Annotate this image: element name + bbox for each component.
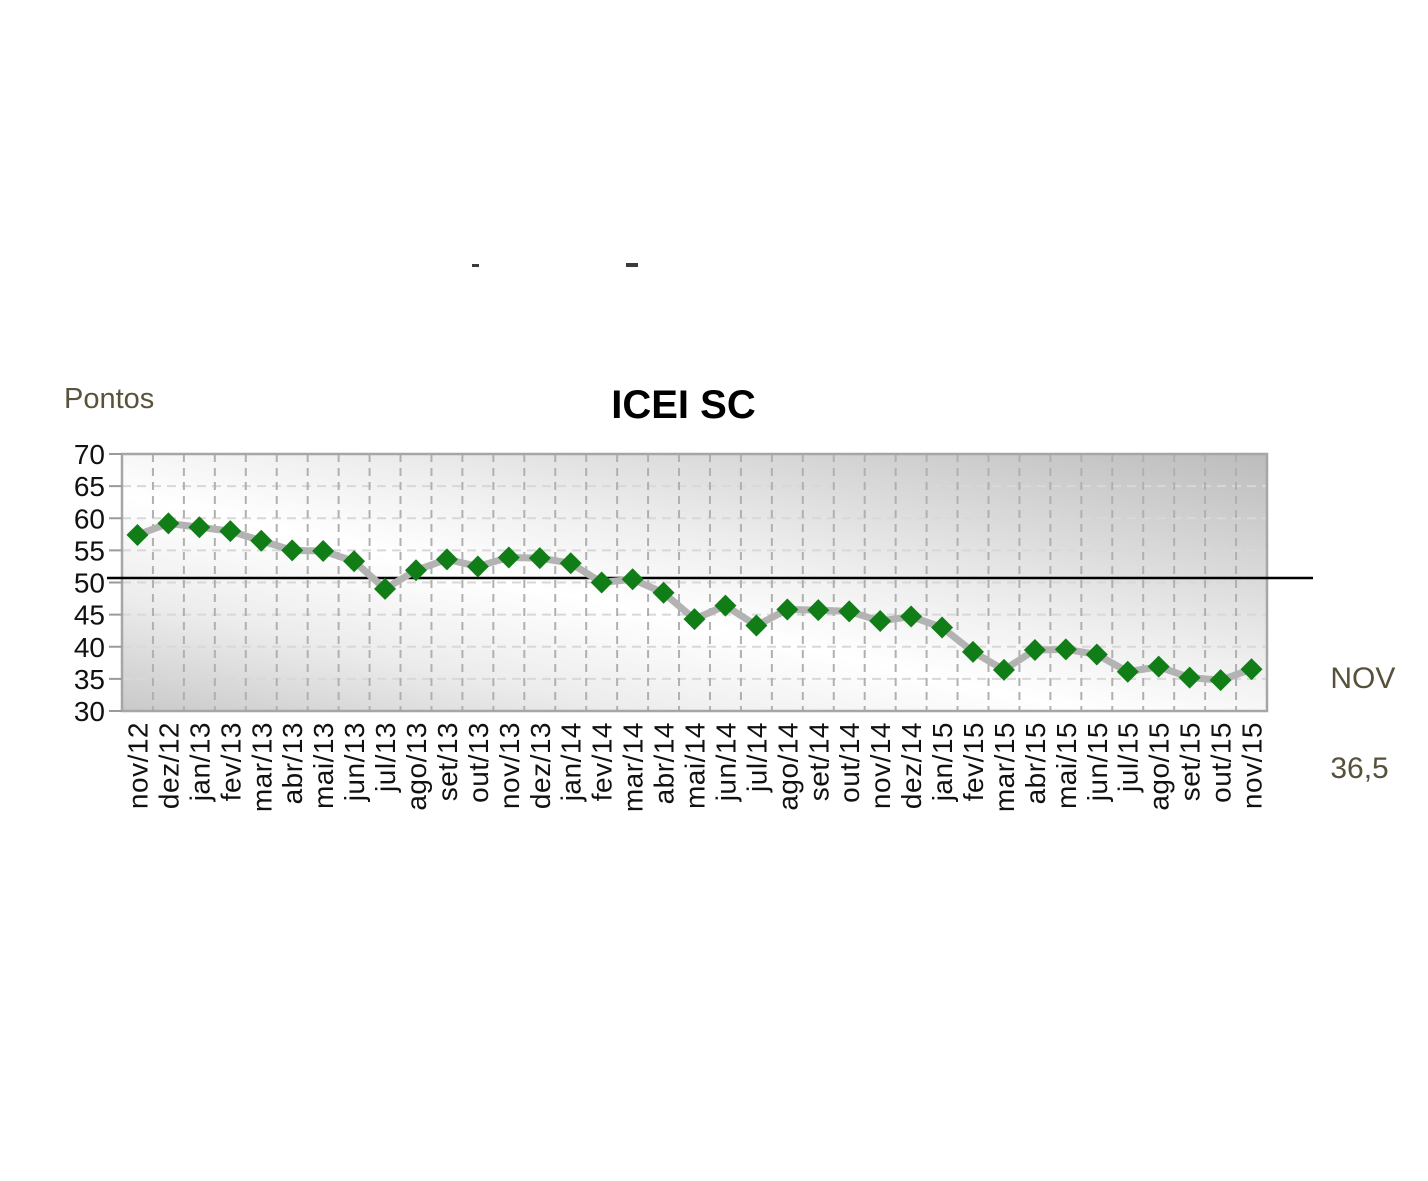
svg-text:dez/13: dez/13: [525, 722, 556, 809]
svg-text:mai/15: mai/15: [1051, 722, 1082, 809]
svg-text:jun/14: jun/14: [710, 722, 741, 802]
svg-text:mar/15: mar/15: [989, 722, 1020, 812]
svg-text:jul/15: jul/15: [1113, 722, 1144, 793]
svg-text:abr/15: abr/15: [1020, 722, 1051, 804]
svg-text:jan/13: jan/13: [184, 722, 215, 802]
svg-text:set/15: set/15: [1175, 722, 1206, 801]
svg-text:jun/13: jun/13: [339, 722, 370, 802]
svg-text:dez/14: dez/14: [896, 722, 927, 809]
svg-text:ago/15: ago/15: [1144, 722, 1175, 811]
svg-text:out/13: out/13: [463, 722, 494, 803]
svg-text:abr/13: abr/13: [277, 722, 308, 804]
svg-text:mar/14: mar/14: [618, 722, 649, 812]
svg-text:out/15: out/15: [1206, 722, 1237, 803]
svg-text:jun/15: jun/15: [1082, 722, 1113, 802]
svg-text:mar/13: mar/13: [246, 722, 277, 812]
svg-text:set/14: set/14: [803, 722, 834, 801]
svg-text:dez/12: dez/12: [153, 722, 184, 809]
y-axis-title: Pontos: [64, 383, 155, 415]
svg-text:jan/14: jan/14: [556, 722, 587, 802]
latest-value-annotation: NOV 36,5: [1297, 611, 1395, 836]
svg-text:fev/14: fev/14: [587, 722, 618, 801]
svg-text:nov/15: nov/15: [1237, 722, 1268, 809]
svg-text:30: 30: [74, 696, 105, 727]
svg-text:ago/13: ago/13: [401, 722, 432, 811]
annotation-month: NOV: [1330, 662, 1396, 695]
chart-title: ICEI SC: [611, 383, 756, 427]
svg-text:60: 60: [74, 503, 105, 534]
svg-text:fev/15: fev/15: [958, 722, 989, 801]
svg-text:45: 45: [74, 600, 105, 631]
stray-mark: [626, 263, 638, 267]
stray-mark: [472, 264, 479, 267]
svg-text:jan/15: jan/15: [927, 722, 958, 802]
svg-text:set/13: set/13: [432, 722, 463, 801]
svg-text:50: 50: [74, 568, 105, 599]
svg-text:55: 55: [74, 535, 105, 566]
svg-text:jul/14: jul/14: [741, 722, 772, 793]
svg-text:fev/13: fev/13: [215, 722, 246, 801]
svg-text:40: 40: [74, 632, 105, 663]
svg-text:mai/13: mai/13: [308, 722, 339, 809]
svg-text:70: 70: [74, 439, 105, 470]
svg-text:65: 65: [74, 471, 105, 502]
svg-text:35: 35: [74, 664, 105, 695]
svg-text:nov/12: nov/12: [122, 722, 153, 809]
svg-text:abr/14: abr/14: [649, 722, 680, 804]
svg-text:out/14: out/14: [834, 722, 865, 803]
svg-text:jul/13: jul/13: [370, 722, 401, 793]
svg-text:mai/14: mai/14: [680, 722, 711, 809]
svg-text:nov/13: nov/13: [494, 722, 525, 809]
svg-text:ago/14: ago/14: [772, 722, 803, 811]
svg-text:nov/14: nov/14: [865, 722, 896, 809]
annotation-value: 36,5: [1330, 752, 1389, 785]
